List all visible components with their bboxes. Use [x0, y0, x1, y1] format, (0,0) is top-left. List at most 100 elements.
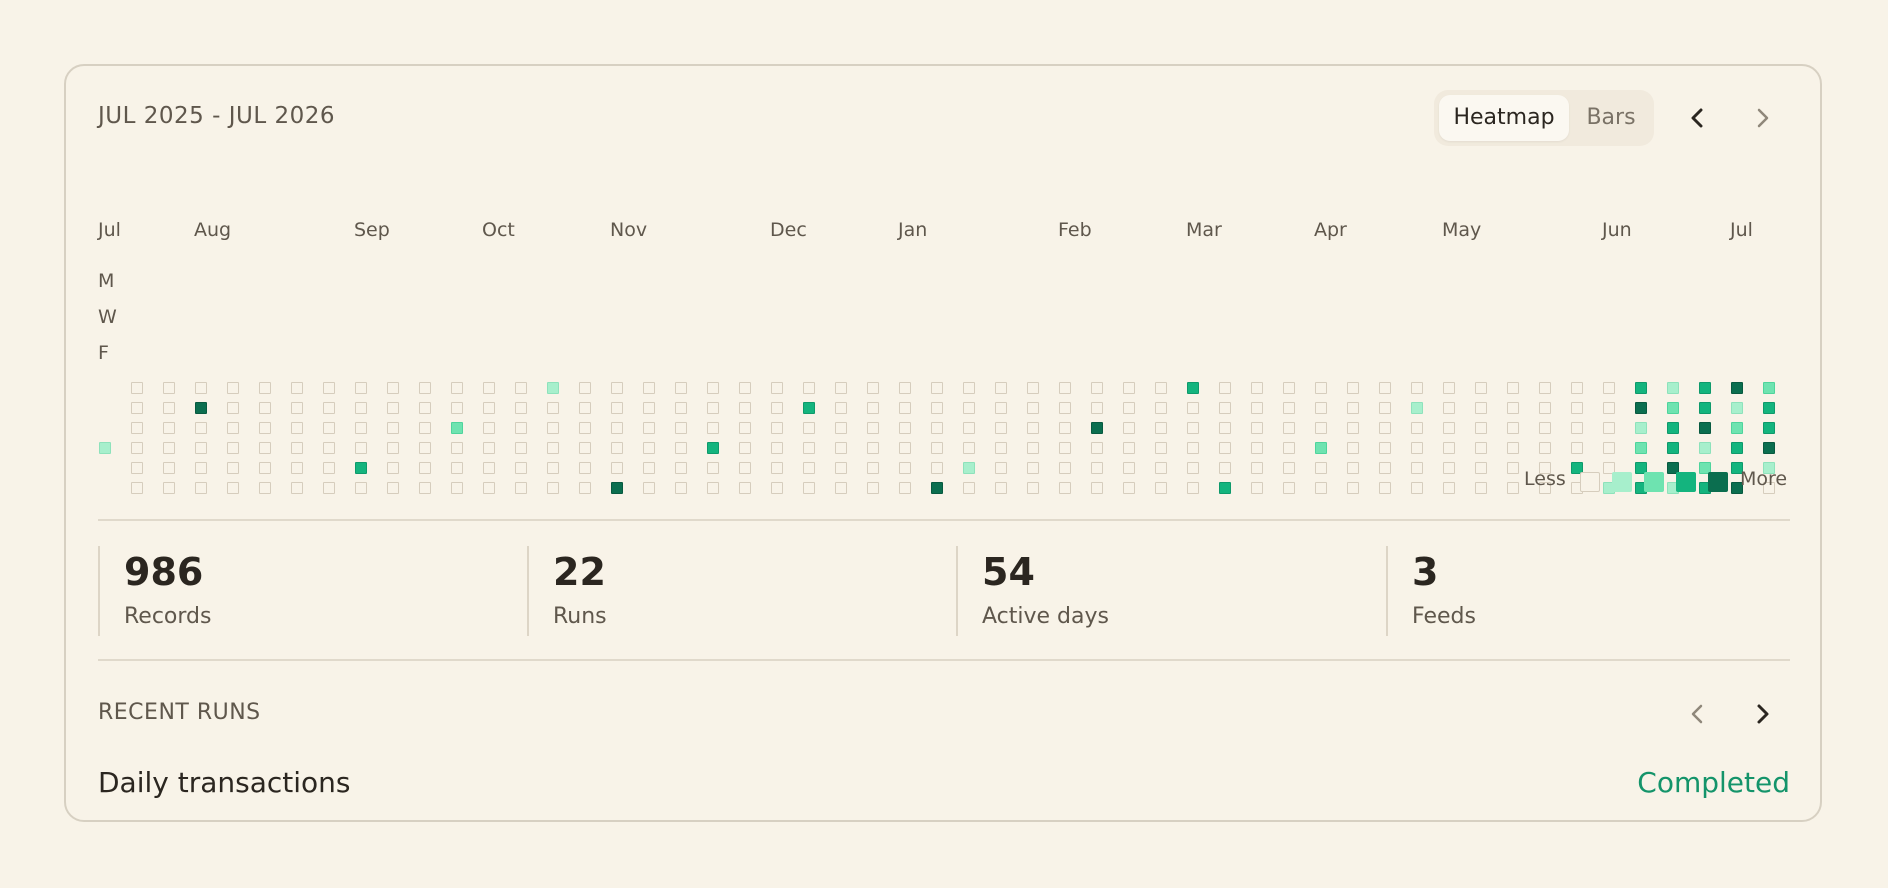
heatmap-cell[interactable]	[291, 482, 303, 494]
heatmap-cell[interactable]	[1443, 442, 1455, 454]
heatmap-cell[interactable]	[739, 462, 751, 474]
heatmap-cell[interactable]	[963, 462, 975, 474]
heatmap-cell[interactable]	[163, 482, 175, 494]
heatmap-cell[interactable]	[131, 402, 143, 414]
heatmap-cell[interactable]	[643, 422, 655, 434]
heatmap-cell[interactable]	[1091, 442, 1103, 454]
heatmap-cell[interactable]	[419, 462, 431, 474]
heatmap-cell[interactable]	[195, 442, 207, 454]
heatmap-cell[interactable]	[1059, 382, 1071, 394]
heatmap-cell[interactable]	[611, 462, 623, 474]
heatmap-cell[interactable]	[1155, 402, 1167, 414]
heatmap-cell[interactable]	[643, 382, 655, 394]
heatmap-cell[interactable]	[1123, 402, 1135, 414]
heatmap-cell[interactable]	[1443, 482, 1455, 494]
heatmap-cell[interactable]	[835, 402, 847, 414]
heatmap-cell[interactable]	[291, 382, 303, 394]
heatmap-cell[interactable]	[1187, 382, 1199, 394]
heatmap-cell[interactable]	[803, 382, 815, 394]
heatmap-cell[interactable]	[547, 382, 559, 394]
heatmap-cell[interactable]	[1187, 442, 1199, 454]
previous-period-button[interactable]	[1678, 98, 1718, 138]
heatmap-cell[interactable]	[1283, 462, 1295, 474]
heatmap-cell[interactable]	[1731, 482, 1743, 494]
heatmap-cell[interactable]	[483, 482, 495, 494]
heatmap-cell[interactable]	[1411, 462, 1423, 474]
heatmap-cell[interactable]	[451, 422, 463, 434]
heatmap-cell[interactable]	[675, 482, 687, 494]
heatmap-cell[interactable]	[739, 382, 751, 394]
heatmap-cell[interactable]	[643, 482, 655, 494]
heatmap-cell[interactable]	[227, 422, 239, 434]
heatmap-cell[interactable]	[1347, 462, 1359, 474]
heatmap-cell[interactable]	[579, 442, 591, 454]
heatmap-cell[interactable]	[995, 462, 1007, 474]
heatmap-cell[interactable]	[1475, 442, 1487, 454]
heatmap-cell[interactable]	[195, 382, 207, 394]
heatmap-cell[interactable]	[99, 442, 111, 454]
heatmap-cell[interactable]	[835, 482, 847, 494]
heatmap-cell[interactable]	[355, 422, 367, 434]
heatmap-cell[interactable]	[867, 382, 879, 394]
heatmap-cell[interactable]	[483, 462, 495, 474]
heatmap-cell[interactable]	[1539, 422, 1551, 434]
heatmap-cell[interactable]	[1443, 402, 1455, 414]
heatmap-cell[interactable]	[1571, 462, 1583, 474]
heatmap-cell[interactable]	[899, 422, 911, 434]
heatmap-cell[interactable]	[1475, 462, 1487, 474]
heatmap-cell[interactable]	[707, 422, 719, 434]
heatmap-cell[interactable]	[1731, 382, 1743, 394]
heatmap-cell[interactable]	[291, 442, 303, 454]
heatmap-cell[interactable]	[1507, 462, 1519, 474]
heatmap-cell[interactable]	[1091, 402, 1103, 414]
heatmap-cell[interactable]	[963, 482, 975, 494]
heatmap-cell[interactable]	[1219, 402, 1231, 414]
heatmap-cell[interactable]	[547, 442, 559, 454]
heatmap-cell[interactable]	[1603, 462, 1615, 474]
heatmap-cell[interactable]	[195, 402, 207, 414]
heatmap-cell[interactable]	[1027, 442, 1039, 454]
heatmap-cell[interactable]	[291, 402, 303, 414]
heatmap-cell[interactable]	[355, 402, 367, 414]
heatmap-cell[interactable]	[1027, 482, 1039, 494]
heatmap-cell[interactable]	[931, 402, 943, 414]
heatmap-cell[interactable]	[771, 462, 783, 474]
heatmap-cell[interactable]	[803, 422, 815, 434]
heatmap-cell[interactable]	[515, 462, 527, 474]
heatmap-cell[interactable]	[1539, 482, 1551, 494]
heatmap-cell[interactable]	[1443, 422, 1455, 434]
heatmap-cell[interactable]	[1251, 422, 1263, 434]
heatmap-cell[interactable]	[643, 442, 655, 454]
heatmap-cell[interactable]	[1251, 402, 1263, 414]
heatmap-cell[interactable]	[1155, 382, 1167, 394]
heatmap-cell[interactable]	[1379, 442, 1391, 454]
heatmap-cell[interactable]	[131, 422, 143, 434]
heatmap-cell[interactable]	[643, 462, 655, 474]
heatmap-cell[interactable]	[1219, 462, 1231, 474]
heatmap-cell[interactable]	[195, 462, 207, 474]
heatmap-cell[interactable]	[547, 462, 559, 474]
heatmap-cell[interactable]	[835, 442, 847, 454]
heatmap-cell[interactable]	[1315, 442, 1327, 454]
heatmap-cell[interactable]	[451, 462, 463, 474]
heatmap-cell[interactable]	[1315, 422, 1327, 434]
heatmap-cell[interactable]	[547, 402, 559, 414]
heatmap-cell[interactable]	[771, 442, 783, 454]
heatmap-cell[interactable]	[1251, 482, 1263, 494]
heatmap-cell[interactable]	[227, 382, 239, 394]
heatmap-cell[interactable]	[995, 482, 1007, 494]
heatmap-cell[interactable]	[771, 402, 783, 414]
heatmap-cell[interactable]	[739, 422, 751, 434]
heatmap-cell[interactable]	[259, 442, 271, 454]
heatmap-cell[interactable]	[1411, 442, 1423, 454]
heatmap-cell[interactable]	[1635, 422, 1647, 434]
heatmap-cell[interactable]	[899, 402, 911, 414]
bars-toggle-option[interactable]: Bars	[1586, 105, 1636, 130]
heatmap-cell[interactable]	[1731, 422, 1743, 434]
heatmap-cell[interactable]	[707, 402, 719, 414]
heatmap-cell[interactable]	[1635, 462, 1647, 474]
heatmap-cell[interactable]	[1571, 422, 1583, 434]
heatmap-cell[interactable]	[1507, 482, 1519, 494]
heatmap-cell[interactable]	[1155, 462, 1167, 474]
heatmap-cell[interactable]	[579, 382, 591, 394]
